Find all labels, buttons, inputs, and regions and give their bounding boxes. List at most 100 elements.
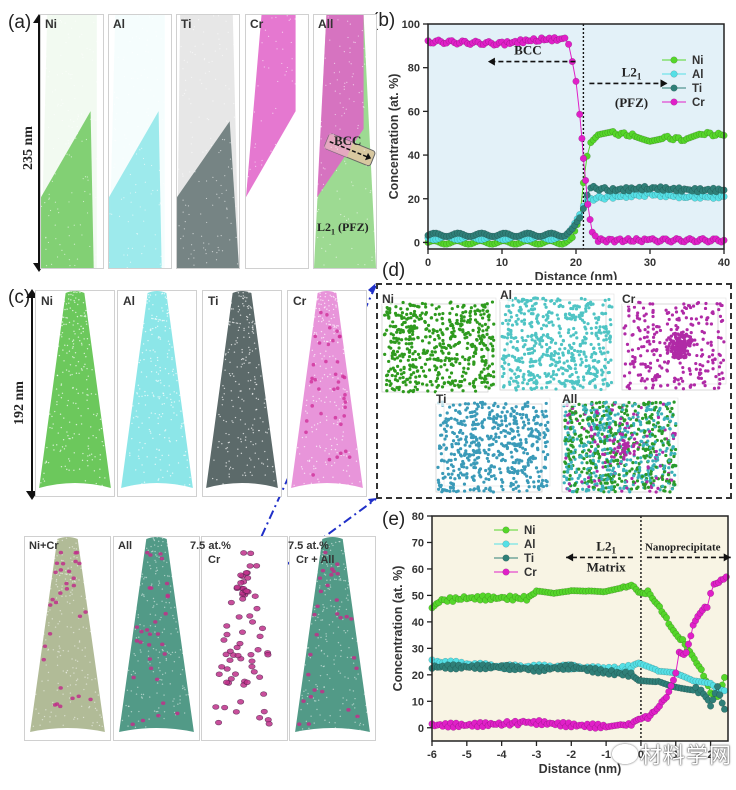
svg-text:Ti: Ti (692, 83, 702, 95)
atom-map-all (314, 15, 376, 268)
y-tick-label: 0 (418, 723, 424, 735)
tip-column: Ni (35, 290, 115, 497)
data-point (703, 603, 711, 612)
chart-e: -6 -5 -4 -3 -2 -1 0 1 201020304050607080Distance… (391, 512, 731, 776)
cluster-box-ti: Ti (434, 392, 552, 496)
watermark: 材料学网 (640, 744, 733, 769)
panel-d-label: (d) (382, 260, 406, 281)
x-tick-label: -1 (601, 749, 611, 761)
svg-text:Ni: Ni (524, 525, 536, 537)
svg-text:Cr: Cr (692, 97, 705, 109)
svg-text:L21: L21 (596, 538, 616, 555)
x-tick-label: -6 (427, 749, 437, 761)
y-tick-label: 80 (408, 63, 420, 75)
roi-cylinder-icon (323, 133, 376, 167)
atom-map-column: Ti (176, 14, 240, 269)
element-label: Cr (293, 294, 307, 308)
tip-map-cr (291, 291, 363, 496)
y-tick-label: 60 (412, 564, 424, 576)
annotation: L21 (566, 538, 633, 562)
svg-text:BCC: BCC (514, 43, 541, 58)
element-label: Cr (250, 17, 264, 31)
y-tick-label: 30 (412, 643, 424, 655)
data-point (584, 200, 592, 208)
series-markers-ni (428, 581, 729, 701)
element-label: 7.5 at.% (190, 540, 231, 552)
bcc-label: BCC (334, 133, 362, 148)
cluster-box-ni: Ni (380, 292, 498, 396)
arrow-up-icon (26, 289, 38, 298)
arrow-down-icon (26, 491, 38, 500)
legend-item-al: Al (662, 69, 704, 81)
annotation: Matrix (587, 560, 626, 575)
atom-map-column: All BCC L21 (PFZ) (313, 14, 377, 269)
panel-c-label: (c) (8, 287, 31, 308)
svg-text:Cr: Cr (524, 567, 537, 579)
data-point (667, 682, 675, 690)
y-tick-label: 40 (412, 617, 424, 629)
tip-map-4 (295, 537, 370, 740)
svg-text:Nanoprecipitate: Nanoprecipitate (645, 541, 721, 553)
data-point (682, 648, 690, 657)
y-axis-label: Concentration (at. %) (391, 566, 405, 692)
element-label: All (318, 17, 334, 31)
data-point (586, 215, 594, 224)
data-point (572, 77, 580, 85)
tip-map-2 (119, 537, 194, 740)
element-label: Ti (181, 17, 192, 31)
svg-text:L21: L21 (622, 64, 642, 81)
data-point (591, 232, 599, 240)
tip-column: Ni+Cr (24, 536, 111, 741)
legend-item-ti: Ti (494, 553, 534, 565)
panel-a-label: (a) (8, 12, 32, 33)
arrow-head-icon (660, 79, 668, 88)
element-label: Ti (436, 392, 447, 406)
tip-column: All (113, 536, 200, 741)
plot-area (432, 516, 728, 741)
legend-item-al: Al (494, 539, 536, 551)
arrow-head-icon (487, 57, 495, 66)
y-tick-label: 0 (414, 237, 420, 249)
panel-c-scale-label: 192 nm (12, 381, 27, 425)
x-tick-label: 1 (673, 749, 679, 761)
x-tick-label: -2 (566, 749, 576, 761)
atom-map-cr (246, 15, 308, 263)
scatter-all (561, 397, 679, 494)
data-point (579, 154, 587, 162)
data-point (669, 676, 677, 684)
data-point (687, 632, 695, 640)
data-point (707, 589, 715, 597)
element-label: Ni (41, 294, 53, 308)
scatter-ti (435, 397, 551, 494)
svg-text:Al: Al (524, 539, 536, 551)
element-label: Al (123, 294, 135, 308)
x-axis-label: Distance (nm) (535, 270, 618, 280)
tip-map-1 (30, 537, 105, 740)
element-label: Ni (382, 292, 394, 306)
element-label: 7.5 at.% (288, 540, 329, 552)
y-axis-label: Concentration (at. %) (387, 74, 401, 200)
cluster-box-all: All (560, 392, 680, 496)
svg-text:Ni: Ni (692, 55, 704, 67)
arrow-head-icon (566, 553, 574, 562)
legend-item-ti: Ti (662, 83, 702, 95)
y-tick-label: 60 (408, 106, 420, 118)
arrow-down-icon (33, 263, 45, 272)
series-markers-cr (428, 573, 730, 732)
x-tick-label: 20 (570, 257, 582, 269)
element-label: Ti (208, 294, 219, 308)
tip-column: Cr (287, 290, 367, 497)
annotation: Nanoprecipitate (645, 541, 731, 562)
atom-map-al (109, 15, 171, 268)
x-tick-label: 0 (638, 749, 644, 761)
data-point (578, 134, 586, 143)
legend-item-cr: Cr (662, 97, 705, 109)
data-point (665, 688, 673, 696)
x-tick-label: 2 (708, 749, 714, 761)
legend-item-cr: Cr (494, 567, 537, 579)
element-label: All (562, 392, 578, 406)
panel-d-frame (376, 283, 732, 499)
data-point (582, 176, 590, 184)
tip-map-ni (39, 291, 111, 496)
scatter-cr (621, 297, 727, 391)
